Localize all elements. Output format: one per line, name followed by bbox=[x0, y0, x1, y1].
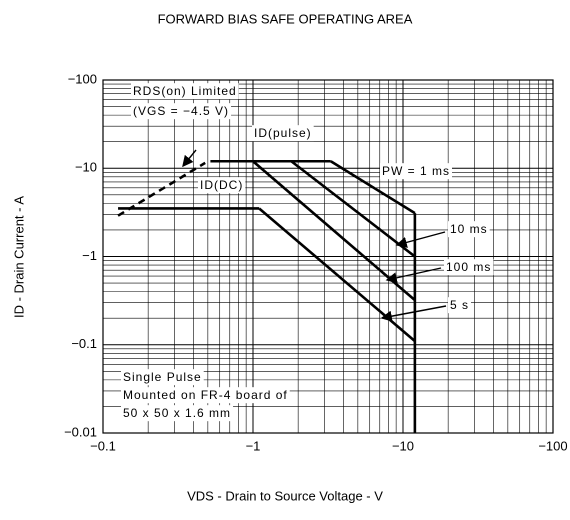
chart-title: FORWARD BIAS SAFE OPERATING AREA bbox=[158, 11, 413, 26]
plot-frame bbox=[102, 79, 554, 434]
x-axis-label: VDS - Drain to Source Voltage - V bbox=[187, 488, 383, 503]
annotation: 100 ms bbox=[446, 260, 491, 274]
arrow bbox=[395, 231, 446, 248]
annotation-bg bbox=[121, 387, 290, 404]
y-tick-label: −0.1 bbox=[71, 336, 97, 351]
arrow bbox=[380, 305, 447, 322]
series-line bbox=[290, 160, 416, 258]
annotation: RDS(on) Limited bbox=[133, 84, 237, 98]
annotation: (VGS = −4.5 V) bbox=[133, 104, 229, 118]
annotation: Mounted on FR-4 board of bbox=[123, 388, 288, 402]
x-tick-label: −1 bbox=[246, 438, 261, 453]
annotation: PW = 1 ms bbox=[382, 164, 450, 178]
annotation-bg bbox=[448, 297, 472, 314]
x-tick-label: −0.1 bbox=[90, 438, 116, 453]
y-axis-label: ID - Drain Current - A bbox=[11, 196, 26, 318]
annotation: 10 ms bbox=[450, 222, 488, 236]
annotation-bg bbox=[131, 83, 239, 100]
annotation-bg bbox=[198, 177, 246, 194]
x-tick-label: −10 bbox=[392, 438, 414, 453]
y-tick-label: −100 bbox=[68, 71, 97, 86]
series-line bbox=[330, 160, 416, 215]
annotation-bg bbox=[252, 125, 314, 142]
annotation: 5 s bbox=[450, 298, 469, 312]
annotation: ID(pulse) bbox=[254, 126, 312, 140]
annotation-bg bbox=[448, 221, 490, 238]
annotation: Single Pulse bbox=[123, 370, 202, 384]
annotation: ID(DC) bbox=[200, 178, 243, 192]
arrow bbox=[182, 149, 197, 168]
annotation-bg bbox=[131, 103, 232, 120]
y-tick-label: −1 bbox=[82, 248, 97, 263]
annotation: 50 x 50 x 1.6 mm bbox=[123, 406, 231, 420]
annotation-bg bbox=[121, 369, 204, 386]
annotation-bg bbox=[121, 405, 234, 422]
y-tick-label: −0.01 bbox=[64, 424, 97, 439]
y-tick-label: −10 bbox=[75, 160, 97, 175]
arrow bbox=[385, 267, 442, 284]
series-line bbox=[258, 207, 416, 343]
annotation-bg bbox=[380, 163, 453, 180]
annotation-bg bbox=[444, 259, 494, 276]
x-tick-label: −100 bbox=[538, 438, 567, 453]
series-line bbox=[117, 161, 206, 217]
